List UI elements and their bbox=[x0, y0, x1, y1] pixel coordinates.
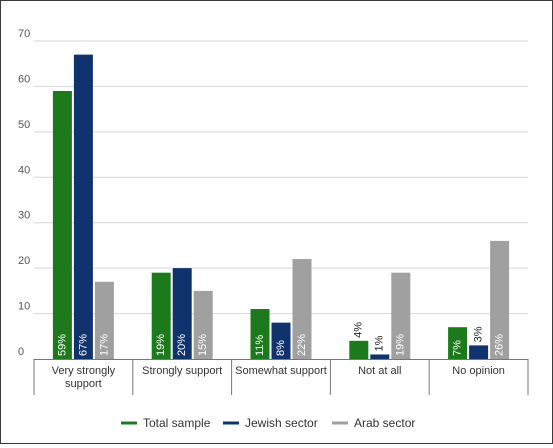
bars: 59% 67% 17% 19% 20% 15% 11% 8% 22% 4% 1% 19% 7% 3% 26% bbox=[52, 54, 510, 359]
bar bbox=[490, 240, 510, 359]
y-axis-ticks: 0 10 20 30 40 50 60 70 bbox=[18, 28, 30, 358]
data-label: 20% bbox=[176, 334, 188, 356]
x-category-label: Very strongly bbox=[52, 365, 116, 377]
data-label: 67% bbox=[77, 334, 89, 356]
data-label: 1% bbox=[374, 335, 386, 351]
data-label: 19% bbox=[395, 334, 407, 356]
x-category-label: Not at all bbox=[358, 365, 401, 377]
legend: Total sample Jewish sector Arab sector bbox=[121, 416, 415, 430]
bar bbox=[391, 272, 411, 359]
x-category-label: No opinion bbox=[452, 365, 505, 377]
data-label: 7% bbox=[452, 340, 464, 356]
data-label: 19% bbox=[155, 334, 167, 356]
gridlines bbox=[34, 40, 528, 315]
data-label: 15% bbox=[197, 334, 209, 356]
y-tick-label: 10 bbox=[18, 301, 30, 313]
y-tick-label: 20 bbox=[18, 255, 30, 267]
x-category-label: support bbox=[65, 378, 102, 390]
x-category-label: Strongly support bbox=[142, 365, 222, 377]
bar bbox=[52, 90, 72, 359]
bar bbox=[271, 322, 291, 359]
data-label: 22% bbox=[296, 334, 308, 356]
data-label: 8% bbox=[275, 340, 287, 356]
y-tick-label: 60 bbox=[18, 73, 30, 85]
bar bbox=[292, 259, 312, 359]
bar bbox=[73, 54, 93, 359]
legend-label: Jewish sector bbox=[245, 416, 318, 430]
data-label: 26% bbox=[494, 334, 506, 356]
bar bbox=[193, 290, 213, 359]
bar bbox=[94, 281, 114, 359]
x-category-label: Somewhat support bbox=[235, 365, 327, 377]
y-tick-label: 40 bbox=[18, 164, 30, 176]
y-tick-label: 30 bbox=[18, 210, 30, 222]
bar bbox=[250, 309, 270, 359]
y-tick-label: 70 bbox=[18, 28, 30, 40]
y-tick-label: 0 bbox=[18, 346, 24, 358]
y-tick-label: 50 bbox=[18, 119, 30, 131]
data-label: 11% bbox=[254, 335, 266, 356]
bar bbox=[151, 272, 171, 359]
data-label: 3% bbox=[473, 326, 485, 342]
bar bbox=[370, 354, 390, 359]
legend-label: Total sample bbox=[143, 416, 211, 430]
data-label: 59% bbox=[56, 334, 68, 356]
bar bbox=[469, 345, 489, 359]
bar bbox=[349, 340, 369, 359]
bar bbox=[172, 268, 192, 359]
bar bbox=[448, 327, 468, 359]
data-label: 17% bbox=[98, 334, 110, 356]
legend-label: Arab sector bbox=[354, 416, 415, 430]
data-label: 4% bbox=[353, 322, 365, 338]
